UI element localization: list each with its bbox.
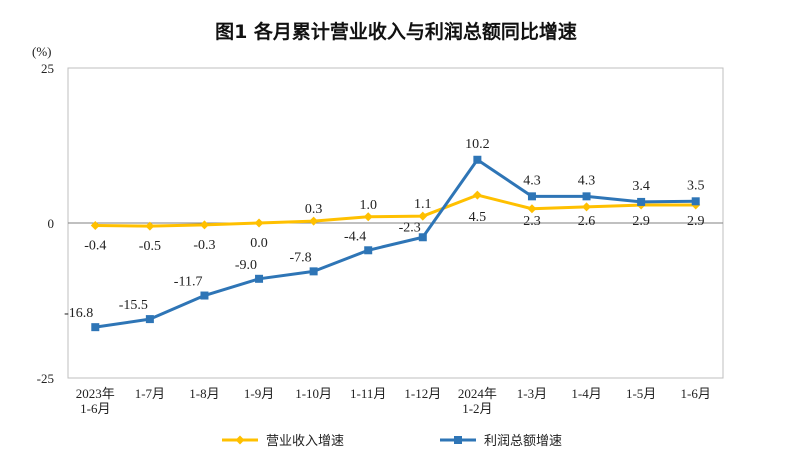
- data-point: [91, 323, 100, 332]
- data-label: 2.9: [632, 214, 650, 229]
- x-tick-label: 1-11月: [350, 386, 386, 401]
- data-point: [309, 267, 318, 276]
- data-label: 4.3: [523, 173, 541, 188]
- data-point: [255, 274, 264, 283]
- data-point: [473, 155, 482, 164]
- data-label: 2.3: [523, 214, 541, 229]
- data-point: [527, 204, 537, 214]
- x-tick-label: 1-3月: [517, 386, 547, 401]
- x-tick-label: 1-4月: [571, 386, 601, 401]
- data-point: [418, 211, 428, 221]
- data-point: [254, 218, 264, 228]
- data-label: -0.4: [84, 238, 106, 253]
- data-point: [145, 221, 155, 231]
- legend-marker: [235, 435, 245, 445]
- x-tick-label: 1-10月: [295, 386, 332, 401]
- data-label: 10.2: [465, 137, 490, 152]
- data-label: -4.4: [344, 229, 366, 244]
- data-label: -7.8: [289, 250, 311, 265]
- data-label: -0.3: [193, 238, 215, 253]
- x-tick-label: 1-9月: [244, 386, 274, 401]
- data-point: [418, 233, 427, 242]
- data-label: 1.1: [414, 197, 432, 212]
- data-point: [527, 192, 536, 201]
- data-label: -0.5: [139, 239, 161, 254]
- data-label: 4.5: [469, 210, 487, 225]
- data-label: 2.9: [687, 214, 705, 229]
- data-label: 3.5: [687, 178, 705, 193]
- series-line-0: [95, 193, 696, 228]
- x-tick-label: 1-7月: [135, 386, 165, 401]
- x-tick-label: 1-6月: [681, 386, 711, 401]
- x-tick-label: 1-12月: [404, 386, 441, 401]
- legend: 营业收入增速 利润总额增速: [222, 434, 562, 449]
- x-tick-label: 1-5月: [626, 386, 656, 401]
- data-label: -2.3: [399, 220, 421, 235]
- data-label: -11.7: [174, 275, 203, 290]
- data-label: 4.3: [578, 173, 596, 188]
- y-tick-label: 25: [41, 61, 54, 76]
- data-point: [199, 220, 209, 230]
- data-label: -9.0: [235, 258, 257, 273]
- x-tick-label: 2024年 1-2月: [458, 386, 497, 416]
- data-point: [90, 220, 100, 230]
- y-tick-label: 0: [48, 216, 55, 231]
- data-point: [637, 197, 646, 206]
- x-tick-label: 2023年 1-6月: [76, 386, 115, 416]
- legend-label: 营业收入增速: [266, 434, 344, 449]
- data-label: 0.0: [250, 236, 268, 251]
- data-point: [364, 246, 373, 255]
- data-point: [363, 212, 373, 222]
- data-label: 1.0: [359, 198, 377, 213]
- legend-marker: [454, 436, 462, 444]
- data-point: [691, 197, 700, 206]
- legend-label: 利润总额增速: [484, 434, 562, 449]
- y-axis-unit: (%): [32, 44, 52, 59]
- chart-title: 图1 各月累计营业收入与利润总额同比增速: [215, 20, 577, 43]
- data-label: 3.4: [632, 179, 650, 194]
- series-line-1: [95, 158, 696, 329]
- data-point: [582, 192, 591, 201]
- y-tick-label: -25: [37, 371, 54, 386]
- data-point: [472, 190, 482, 200]
- data-label: -16.8: [64, 306, 93, 321]
- data-point: [200, 291, 209, 300]
- data-label: 2.6: [578, 214, 596, 229]
- data-label: 0.3: [305, 202, 323, 217]
- data-point: [582, 202, 592, 212]
- x-tick-label: 1-8月: [189, 386, 219, 401]
- plot-area: 25 0 -25 2023年 1-6月 1-7月 1-8月 1-9月 1-10月 1-11月 1-1…: [37, 61, 724, 416]
- data-label: -15.5: [119, 298, 148, 313]
- data-point: [145, 315, 154, 324]
- data-point: [309, 216, 319, 226]
